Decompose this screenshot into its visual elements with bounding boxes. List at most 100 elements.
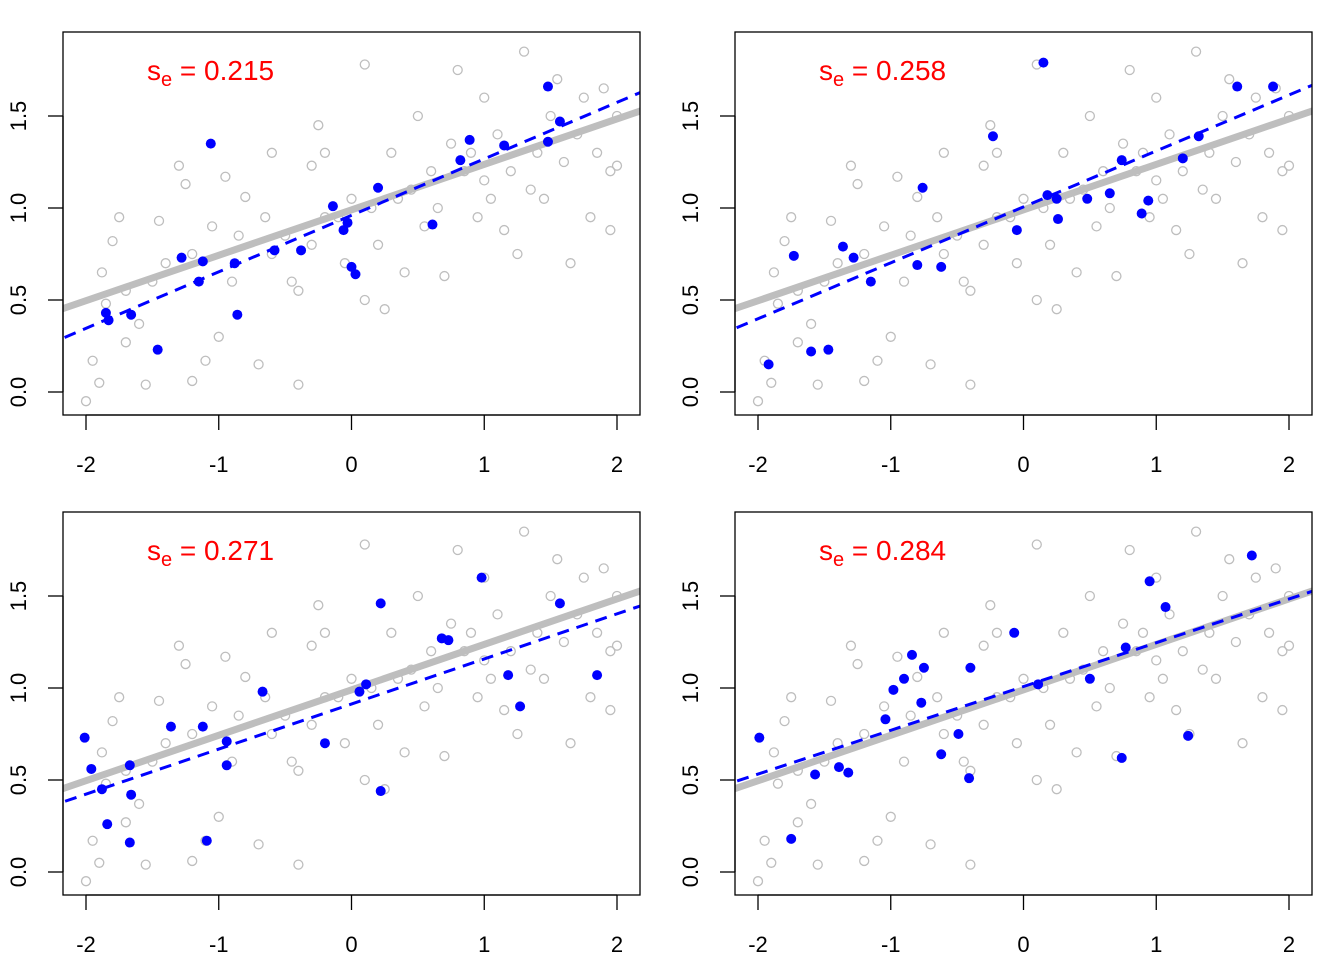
population-point xyxy=(266,728,278,740)
sample-point xyxy=(1011,225,1022,236)
population-point xyxy=(107,715,118,727)
population-point xyxy=(965,859,976,870)
sample-point xyxy=(1082,193,1093,204)
population-point xyxy=(1104,202,1115,214)
population-point xyxy=(346,673,357,684)
population-point xyxy=(845,160,857,171)
x-tick-label: 2 xyxy=(1283,932,1295,957)
population-point xyxy=(538,673,550,684)
sample-point xyxy=(1144,576,1155,587)
sample-point xyxy=(373,182,384,193)
sample-point xyxy=(103,315,114,326)
population-point xyxy=(505,166,516,177)
population-point xyxy=(293,379,304,390)
population-point xyxy=(1124,64,1135,76)
population-point xyxy=(1058,627,1069,638)
x-tick-label: -1 xyxy=(209,932,229,957)
population-point xyxy=(399,747,410,758)
population-point xyxy=(905,230,916,241)
sample-point xyxy=(197,721,208,732)
sample-point xyxy=(788,250,799,261)
y-tick-label: 0.0 xyxy=(6,377,31,408)
population-point xyxy=(120,817,131,828)
population-point xyxy=(1277,166,1288,177)
sample-point xyxy=(763,359,774,370)
population-point xyxy=(293,859,304,870)
population-point xyxy=(1230,156,1242,168)
sample-point xyxy=(86,763,97,774)
sample-point xyxy=(1116,155,1127,166)
sample-point xyxy=(221,760,232,771)
population-point xyxy=(885,331,896,342)
population-point xyxy=(114,212,125,223)
population-point xyxy=(96,267,108,278)
sample-point xyxy=(1183,730,1194,741)
population-point xyxy=(545,590,556,602)
population-point xyxy=(233,230,244,241)
sample-point xyxy=(375,598,386,609)
population-point xyxy=(472,692,483,703)
population-point xyxy=(892,171,903,182)
population-point xyxy=(1044,239,1056,250)
sample-point xyxy=(515,701,526,712)
sample-regression-line xyxy=(63,90,640,340)
sample-point xyxy=(554,116,565,127)
sample-point xyxy=(338,225,349,236)
plot-frame xyxy=(734,31,1313,416)
sample-point xyxy=(754,732,765,743)
population-point xyxy=(898,276,910,287)
population-point xyxy=(1117,618,1129,629)
sample-point xyxy=(499,140,510,151)
population-point xyxy=(1091,701,1102,712)
population-point xyxy=(120,337,131,348)
population-point xyxy=(372,719,384,730)
sample-point xyxy=(1193,131,1204,142)
sample-point xyxy=(554,598,565,609)
sample-point xyxy=(848,252,859,263)
population-point xyxy=(525,664,536,675)
population-point xyxy=(425,646,437,657)
sample-point xyxy=(197,256,208,267)
population-point xyxy=(173,160,185,171)
population-point xyxy=(293,285,304,296)
population-point xyxy=(1250,92,1261,103)
population-point xyxy=(558,156,570,168)
population-point xyxy=(565,258,576,269)
population-point xyxy=(805,318,817,330)
sample-point xyxy=(965,662,976,673)
y-tick-label: 0.0 xyxy=(678,857,703,888)
population-point xyxy=(552,554,563,565)
population-point xyxy=(1210,193,1222,204)
sample-point xyxy=(126,309,137,320)
population-point xyxy=(1257,212,1268,223)
population-regression-line xyxy=(735,107,1312,313)
population-point xyxy=(518,46,530,57)
population-point xyxy=(759,835,770,846)
population-point xyxy=(859,728,870,740)
sample-point xyxy=(503,670,514,681)
x-tick-label: 0 xyxy=(1017,932,1029,957)
population-point xyxy=(187,248,198,260)
label-equals: = xyxy=(844,55,876,86)
sample-point xyxy=(1116,752,1127,763)
label-subscript: e xyxy=(833,69,844,91)
population-point xyxy=(479,92,490,103)
population-point xyxy=(286,276,297,287)
population-point xyxy=(140,379,151,390)
population-point xyxy=(938,627,949,638)
y-tick-label: 1.0 xyxy=(678,193,703,224)
sample-point xyxy=(126,789,137,800)
population-point xyxy=(1018,673,1029,684)
population-point xyxy=(1151,655,1162,666)
sample-point xyxy=(361,679,372,690)
population-point xyxy=(1177,646,1188,657)
label-equals: = xyxy=(844,535,876,566)
population-point xyxy=(772,298,784,309)
population-point xyxy=(1197,184,1208,195)
label-subscript: e xyxy=(833,549,844,571)
population-point xyxy=(912,191,923,203)
population-point xyxy=(359,774,370,786)
population-point xyxy=(452,64,463,76)
population-point xyxy=(1157,673,1169,684)
